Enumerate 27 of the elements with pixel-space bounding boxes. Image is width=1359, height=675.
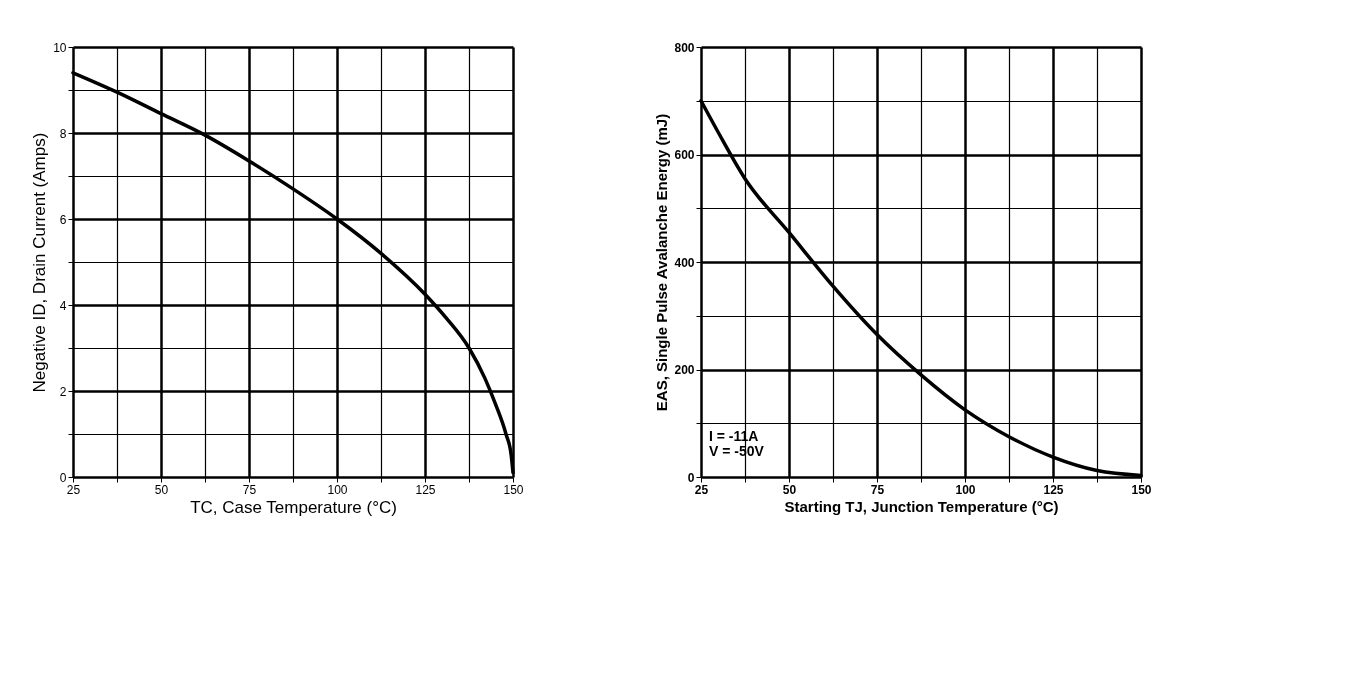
x-tick-label: 150 [503, 482, 524, 497]
x-tick-label: 50 [154, 482, 169, 497]
x-tick-label: 75 [870, 482, 885, 497]
y-tick-label: 10 [53, 40, 67, 55]
y-tick-label: 8 [59, 126, 67, 141]
x-axis-title: Starting TJ, Junction Temperature (°C) [784, 497, 1059, 515]
y-tick-label: 0 [687, 470, 695, 485]
x-tick-label: 25 [66, 482, 81, 497]
y-axis-title: EAS, Single Pulse Avalanche Energy (mJ) [653, 113, 671, 412]
y-tick-label: 200 [674, 363, 695, 377]
y-tick-label: 4 [59, 298, 67, 313]
x-tick-label: 100 [955, 482, 976, 497]
x-tick-label: 50 [782, 482, 797, 497]
y-tick-label: 2 [59, 384, 67, 399]
x-tick-label: 100 [327, 482, 348, 497]
x-tick-label: 125 [415, 482, 436, 497]
x-tick-label: 150 [1131, 482, 1152, 497]
y-tick-label: 600 [674, 148, 695, 162]
x-tick-label: 75 [242, 482, 257, 497]
x-tick-label: 25 [694, 482, 709, 497]
y-tick-label: 6 [59, 212, 67, 227]
y-tick-label: 800 [674, 40, 695, 55]
x-tick-label: 125 [1043, 482, 1064, 497]
y-axis-title: Negative ID, Drain Current (Amps) [30, 132, 50, 393]
x-axis-title: TC, Case Temperature (°C) [190, 497, 397, 517]
y-tick-label: 400 [674, 255, 695, 270]
y-tick-label: 0 [59, 470, 67, 485]
